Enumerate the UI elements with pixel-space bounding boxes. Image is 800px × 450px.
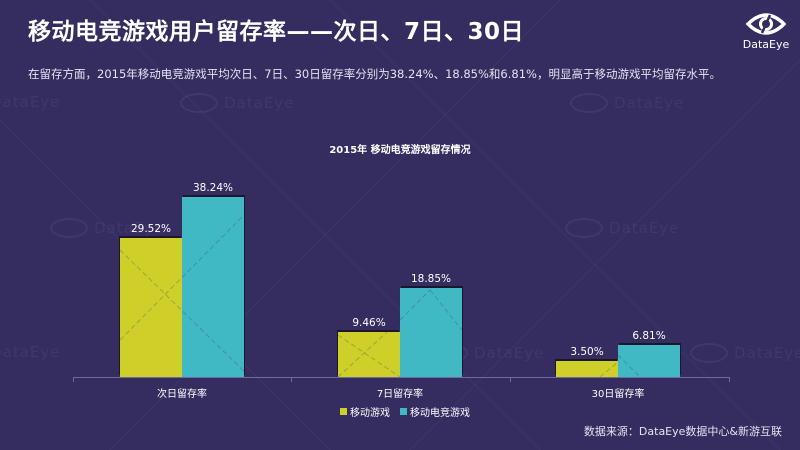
- value-label: 18.85%: [410, 273, 452, 285]
- category-label-day30: 30日留存率: [591, 389, 645, 400]
- x-axis: [73, 377, 730, 378]
- legend-swatch-cyan: [400, 408, 407, 415]
- watermark: DataEye: [0, 93, 61, 111]
- watermark: DataEye: [50, 218, 164, 238]
- bar-esports-games-day7: [400, 288, 462, 377]
- watermark: DataEye: [0, 343, 61, 361]
- watermark-eye-icon: [570, 93, 608, 113]
- dataeye-logo: DataEye: [738, 12, 794, 51]
- legend-label: 移动游戏: [350, 408, 390, 419]
- watermark-eye-icon: [690, 343, 728, 363]
- watermark-eye-icon: [50, 218, 88, 238]
- watermark-eye-icon: [180, 93, 218, 113]
- page-title: 移动电竞游戏用户留存率——次日、7日、30日: [28, 19, 525, 45]
- chart-legend: 移动游戏 移动电竞游戏: [340, 404, 470, 419]
- bar-mobile-games-day7: [338, 332, 400, 377]
- category-label-day7: 7日留存率: [376, 389, 424, 400]
- logo-text: DataEye: [742, 38, 790, 51]
- legend-item-esports-games[interactable]: 移动电竞游戏: [400, 404, 470, 419]
- data-source: 数据来源：DataEye数据中心&新游互联: [583, 425, 782, 438]
- category-label-day1: 次日留存率: [157, 389, 207, 400]
- value-label: 29.52%: [130, 223, 172, 235]
- bar-esports-games-day30: [618, 345, 680, 377]
- legend-label: 移动电竞游戏: [410, 408, 470, 419]
- x-axis-tick: [729, 377, 730, 382]
- legend-swatch-yellow: [340, 408, 347, 415]
- watermark: DataEye: [565, 218, 679, 238]
- page-subtitle: 在留存方面，2015年移动电竞游戏平均次日、7日、30日留存率分别为38.24%…: [28, 67, 721, 81]
- watermark: DataEye: [570, 93, 684, 113]
- value-label: 38.24%: [192, 182, 234, 194]
- x-axis-tick: [291, 377, 292, 382]
- x-axis-tick: [510, 377, 511, 382]
- value-label: 9.46%: [352, 317, 386, 329]
- watermark: DataEye: [690, 343, 800, 363]
- watermark: DataEye: [180, 93, 294, 113]
- value-label: 3.50%: [570, 346, 604, 358]
- watermark-eye-icon: [565, 218, 603, 238]
- bar-mobile-games-day30: [556, 361, 618, 377]
- chart-title: 2015年 移动电竞游戏留存情况: [329, 145, 471, 156]
- value-label: 6.81%: [632, 330, 666, 342]
- legend-item-mobile-games[interactable]: 移动游戏: [340, 404, 390, 419]
- eye-icon: [746, 13, 786, 35]
- bar-mobile-games-day1: [120, 238, 182, 377]
- bar-esports-games-day1: [182, 197, 244, 377]
- x-axis-tick: [73, 377, 74, 382]
